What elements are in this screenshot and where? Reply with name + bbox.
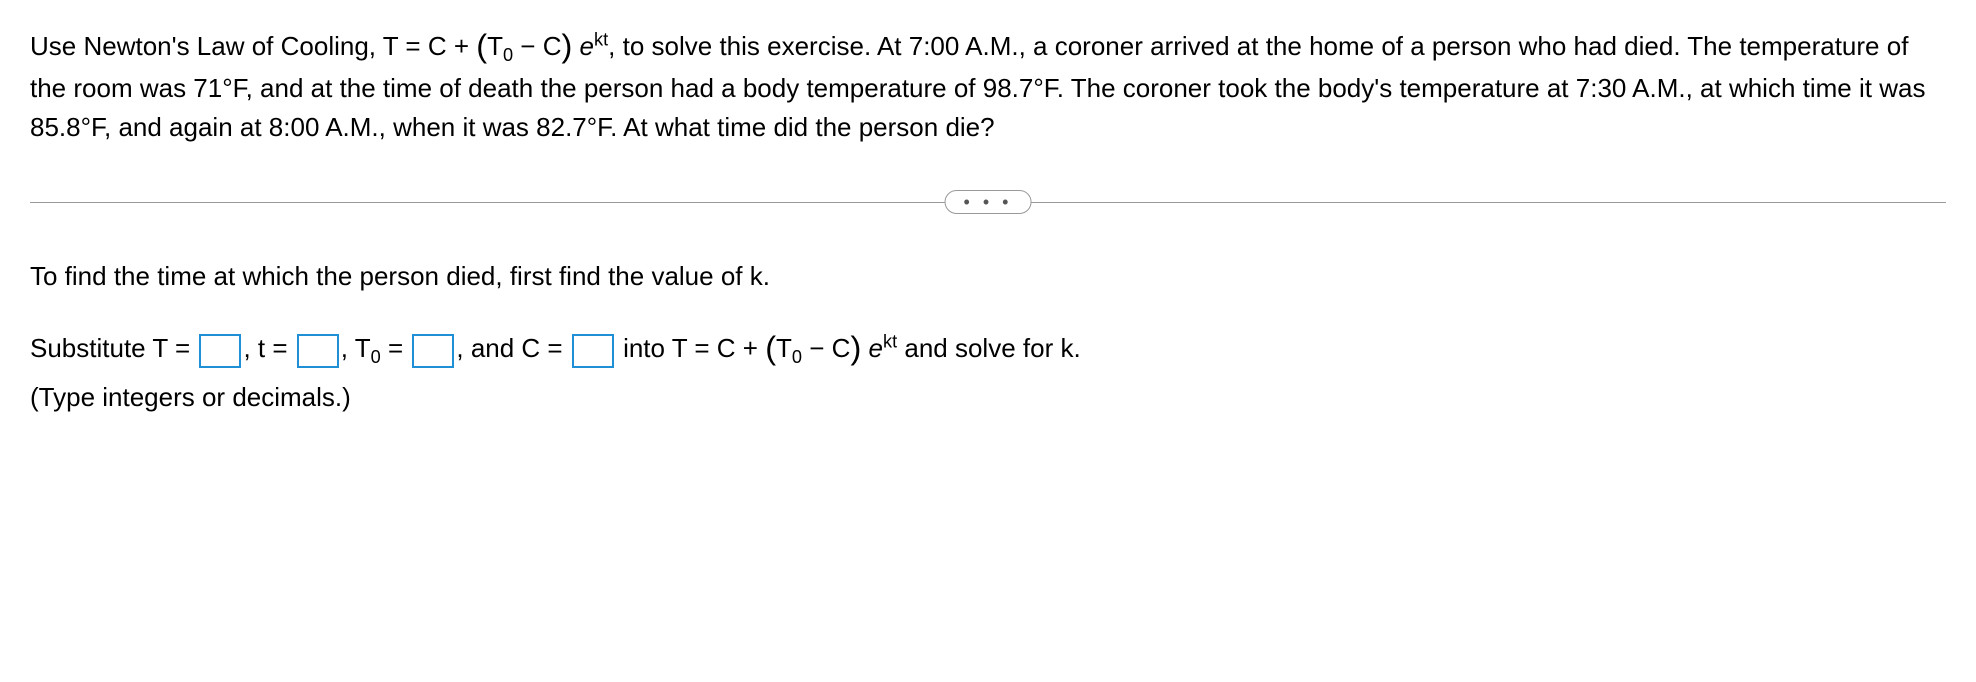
input-T[interactable] (199, 334, 241, 368)
cooling-formula-2: (T0 − C) ekt (765, 333, 897, 363)
cooling-formula: T = C + (T0 − C) ekt (383, 31, 608, 61)
substitution-line: Substitute T = , t = , T0 = , and C = in… (30, 322, 1946, 371)
input-T0[interactable] (412, 334, 454, 368)
problem-intro: Use Newton's Law of Cooling, (30, 31, 383, 61)
input-t[interactable] (297, 334, 339, 368)
input-hint: (Type integers or decimals.) (30, 378, 1946, 417)
substitute-label: Substitute T = (30, 333, 197, 363)
problem-statement: Use Newton's Law of Cooling, T = C + (T0… (30, 20, 1946, 147)
section-divider: • • • (30, 187, 1946, 217)
step-instruction: To find the time at which the person die… (30, 257, 1946, 296)
input-C[interactable] (572, 334, 614, 368)
expand-dots-button[interactable]: • • • (945, 190, 1032, 214)
